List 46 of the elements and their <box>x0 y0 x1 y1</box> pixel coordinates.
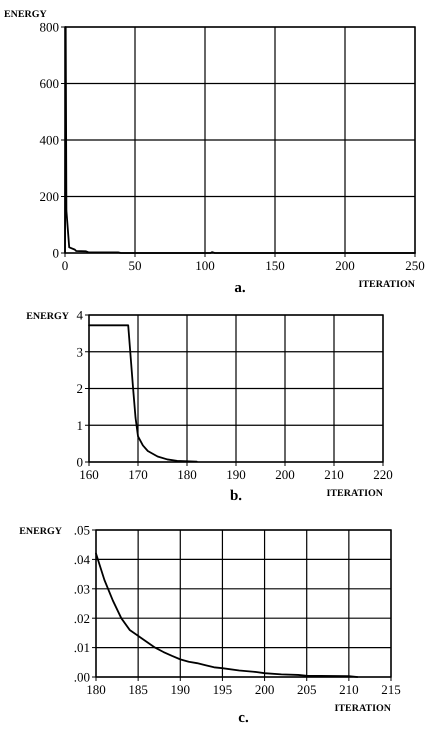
x-tick-label: 180 <box>86 682 106 697</box>
text: c. <box>238 710 249 726</box>
y-tick-label: .03 <box>74 581 90 596</box>
y-tick-label: 600 <box>40 76 59 92</box>
x-tick-label: 185 <box>128 682 148 697</box>
x-tick-label: 190 <box>170 682 190 697</box>
x-axis-title: ITERATION <box>358 279 416 290</box>
x-tick-label: 200 <box>335 258 355 273</box>
y-tick-label: 0 <box>52 246 59 261</box>
x-tick-label: 210 <box>324 467 344 482</box>
x-tick-label: 100 <box>195 258 215 273</box>
x-axis-title: ITERATION <box>334 703 392 714</box>
x-tick-label: 220 <box>373 467 393 482</box>
y-tick-label: 200 <box>40 189 59 204</box>
x-tick-label: 150 <box>265 258 285 273</box>
x-tick-label: 205 <box>296 682 316 697</box>
x-tick-label: 200 <box>275 467 295 482</box>
y-axis-title: ENERGY <box>19 526 63 537</box>
y-tick-label: .04 <box>74 552 90 567</box>
y-tick-label: .02 <box>74 610 90 626</box>
y-tick-label: .01 <box>74 640 90 656</box>
y-tick-label: 400 <box>40 132 59 148</box>
x-tick-label: 160 <box>79 467 99 482</box>
x-tick-label: 250 <box>405 258 425 273</box>
x-tick-label: 215 <box>381 682 401 697</box>
x-tick-label: 0 <box>62 258 68 273</box>
y-tick-label: .00 <box>74 670 90 685</box>
x-tick-label: 190 <box>226 467 246 482</box>
y-tick-label: 4 <box>76 308 84 323</box>
x-tick-label: 210 <box>339 682 359 697</box>
y-tick-label: 0 <box>76 454 83 470</box>
y-tick-label: 1 <box>76 418 83 433</box>
x-tick-label: 195 <box>212 682 232 697</box>
text: b. <box>230 488 242 504</box>
x-tick-label: 200 <box>254 682 274 697</box>
y-tick-label: 2 <box>76 381 83 396</box>
y-tick-label: 3 <box>76 344 83 360</box>
y-tick-label: .05 <box>74 522 90 538</box>
text: a. <box>234 280 246 296</box>
y-tick-label: 800 <box>40 20 59 35</box>
x-tick-label: 170 <box>128 467 148 482</box>
x-tick-label: 180 <box>177 467 197 482</box>
y-axis-title: ENERGY <box>26 311 70 322</box>
x-tick-label: 50 <box>128 258 142 273</box>
y-axis-title: ENERGY <box>4 9 48 20</box>
x-axis-title: ITERATION <box>326 488 384 499</box>
